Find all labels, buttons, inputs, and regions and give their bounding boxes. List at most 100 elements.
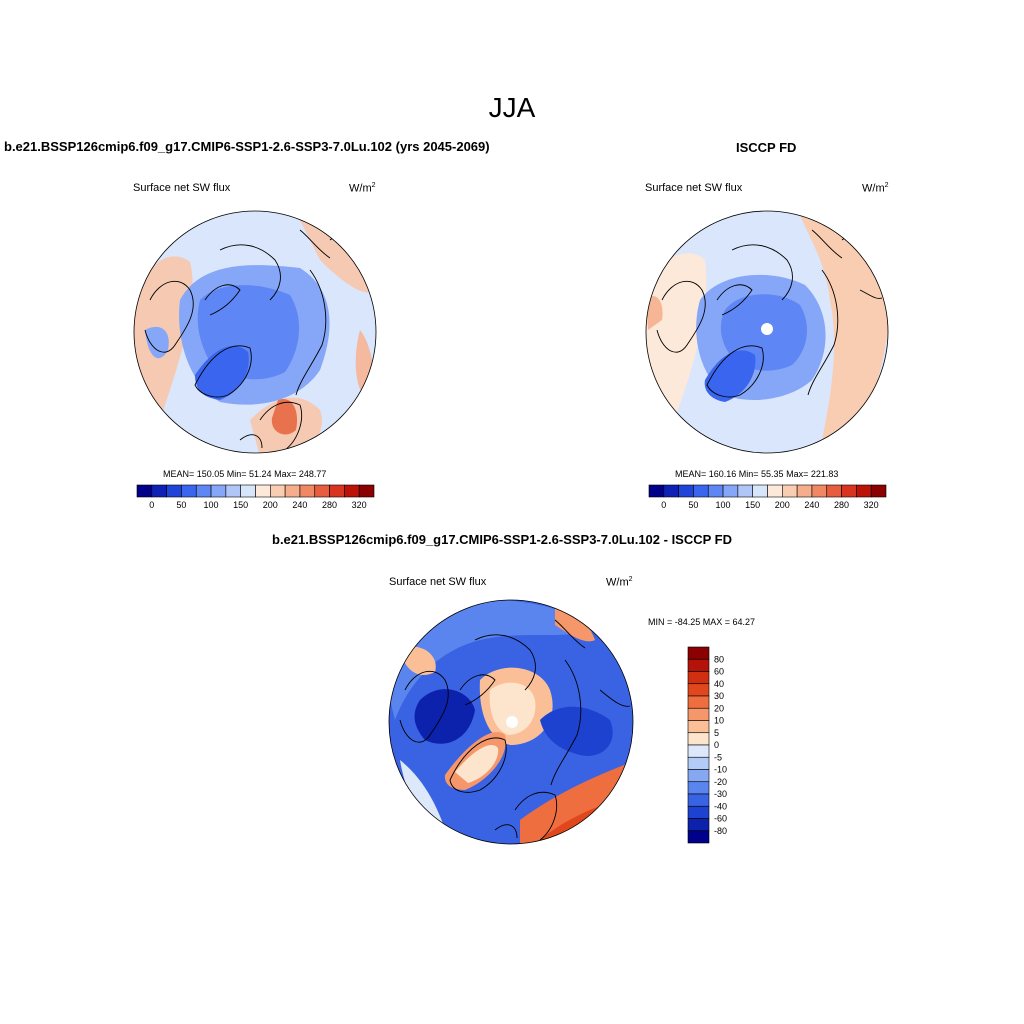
obs-colorbar-swatch xyxy=(841,484,857,498)
model-colorbar-swatch xyxy=(329,484,345,498)
obs-colorbar: 0 50 100 150 200 240 280 320 xyxy=(648,484,887,510)
diff-colorbar-tick-label: -10 xyxy=(714,765,727,775)
obs-colorbar-swatch xyxy=(693,484,709,498)
diff-colorbar-swatch xyxy=(687,671,710,685)
model-colorbar-swatch xyxy=(344,484,360,498)
model-colorbar-tick-label: 150 xyxy=(233,500,248,510)
obs-colorbar-swatch xyxy=(782,484,798,498)
obs-colorbar-swatch xyxy=(678,484,694,498)
obs-colorbar-swatch xyxy=(856,484,872,498)
diff-colorbar-tick-label: -40 xyxy=(714,801,727,811)
model-colorbar-swatch xyxy=(151,484,167,498)
model-colorbar-tick-label: 200 xyxy=(263,500,278,510)
obs-colorbar-swatch xyxy=(870,484,887,498)
model-colorbar: 0 50 100 150 200 240 280 320 xyxy=(136,484,375,510)
model-colorbar-tick-label: 240 xyxy=(292,500,307,510)
diff-colorbar-swatch xyxy=(687,695,710,709)
diff-colorbar-tick-label: 40 xyxy=(714,679,724,689)
diff-colorbar-tick-label: 5 xyxy=(714,728,719,738)
obs-colorbar-swatch xyxy=(737,484,753,498)
diff-colorbar-swatch xyxy=(687,793,710,807)
diff-colorbar-swatch xyxy=(687,707,710,721)
model-colorbar-swatch xyxy=(270,484,286,498)
model-variable-label: Surface net SW flux xyxy=(133,182,231,194)
model-map-border xyxy=(133,210,377,454)
diff-colorbar-tick-label: -5 xyxy=(714,752,722,762)
diff-colorbar-swatch xyxy=(687,658,710,672)
diff-colorbar-swatch xyxy=(687,744,710,758)
obs-colorbar-tick-label: 150 xyxy=(745,500,760,510)
diff-colorbar-tick-label: -80 xyxy=(714,826,727,836)
diff-colorbar-tick-label: 10 xyxy=(714,716,724,726)
obs-colorbar-tick-label: 100 xyxy=(716,500,731,510)
obs-colorbar-swatch xyxy=(826,484,842,498)
obs-colorbar-swatch xyxy=(796,484,813,498)
diff-colorbar-tick-label: 80 xyxy=(714,654,724,664)
obs-units-label: W/m2 xyxy=(862,182,889,195)
diff-colorbar-swatch xyxy=(687,683,710,697)
obs-colorbar-tick-label: 320 xyxy=(864,500,879,510)
model-colorbar-tick-label: 0 xyxy=(149,500,154,510)
diff-colorbar-tick-label: -30 xyxy=(714,789,727,799)
diff-variable-label: Surface net SW flux xyxy=(389,576,487,588)
model-colorbar-swatch xyxy=(358,484,375,498)
model-colorbar-swatch xyxy=(195,484,212,498)
obs-colorbar-tick-label: 240 xyxy=(804,500,819,510)
diff-colorbar-swatch xyxy=(687,720,710,734)
model-map xyxy=(134,211,376,453)
diff-colorbar: 80 60 40 30 20 10 5 0 -5 -10 -20 -30 -40 -60 -80 xyxy=(687,646,727,844)
diff-colorbar-swatch xyxy=(687,646,710,660)
model-colorbar-swatch xyxy=(166,484,182,498)
diff-colorbar-swatch xyxy=(687,830,710,844)
diff-colorbar-swatch xyxy=(687,756,710,770)
model-stats: MEAN= 150.05 Min= 51.24 Max= 248.77 xyxy=(163,469,327,479)
diff-colorbar-tick-label: 20 xyxy=(714,703,724,713)
diff-map-border xyxy=(388,599,634,845)
model-colorbar-tick-label: 320 xyxy=(352,500,367,510)
obs-colorbar-tick-label: 0 xyxy=(661,500,666,510)
model-colorbar-swatch xyxy=(136,484,153,498)
model-colorbar-tick-label: 100 xyxy=(204,500,219,510)
model-colorbar-tick-label: 50 xyxy=(176,500,186,510)
obs-colorbar-swatch xyxy=(663,484,679,498)
obs-colorbar-swatch xyxy=(752,484,768,498)
diff-colorbar-tick-label: -20 xyxy=(714,777,727,787)
model-colorbar-swatch xyxy=(299,484,316,498)
diff-colorbar-swatch xyxy=(687,818,710,832)
model-colorbar-swatch xyxy=(255,484,271,498)
model-colorbar-swatch xyxy=(314,484,330,498)
diff-stats: MIN = -84.25 MAX = 64.27 xyxy=(648,617,756,627)
diff-colorbar-swatch xyxy=(687,732,710,746)
obs-colorbar-tick-label: 50 xyxy=(688,500,698,510)
figure-title: JJA xyxy=(488,92,536,123)
diff-colorbar-tick-label: 30 xyxy=(714,691,724,701)
diff-panel-title: b.e21.BSSP126cmip6.f09_g17.CMIP6-SSP1-2.… xyxy=(272,532,733,547)
obs-colorbar-swatch xyxy=(707,484,724,498)
obs-map-border xyxy=(645,210,889,454)
diff-colorbar-swatch xyxy=(687,805,710,819)
obs-colorbar-swatch xyxy=(811,484,828,498)
obs-colorbar-tick-label: 200 xyxy=(775,500,790,510)
model-panel-title: b.e21.BSSP126cmip6.f09_g17.CMIP6-SSP1-2.… xyxy=(4,139,490,154)
model-colorbar-swatch xyxy=(181,484,197,498)
obs-variable-label: Surface net SW flux xyxy=(645,182,743,194)
model-colorbar-swatch xyxy=(284,484,301,498)
diff-colorbar-swatch xyxy=(687,769,710,783)
diff-colorbar-tick-label: -60 xyxy=(714,814,727,824)
model-colorbar-swatch xyxy=(225,484,241,498)
model-colorbar-swatch xyxy=(240,484,256,498)
obs-colorbar-swatch xyxy=(767,484,783,498)
model-colorbar-swatch xyxy=(210,484,227,498)
obs-colorbar-swatch xyxy=(648,484,665,498)
diff-colorbar-swatch xyxy=(687,781,710,795)
model-colorbar-tick-label: 280 xyxy=(322,500,337,510)
diff-units-label: W/m2 xyxy=(606,576,633,589)
obs-colorbar-swatch xyxy=(722,484,739,498)
obs-stats: MEAN= 160.16 Min= 55.35 Max= 221.83 xyxy=(675,469,839,479)
obs-colorbar-tick-label: 280 xyxy=(834,500,849,510)
model-units-label: W/m2 xyxy=(349,182,376,195)
diff-colorbar-tick-label: 60 xyxy=(714,667,724,677)
obs-panel-title: ISCCP FD xyxy=(736,140,797,155)
obs-map xyxy=(646,211,888,453)
